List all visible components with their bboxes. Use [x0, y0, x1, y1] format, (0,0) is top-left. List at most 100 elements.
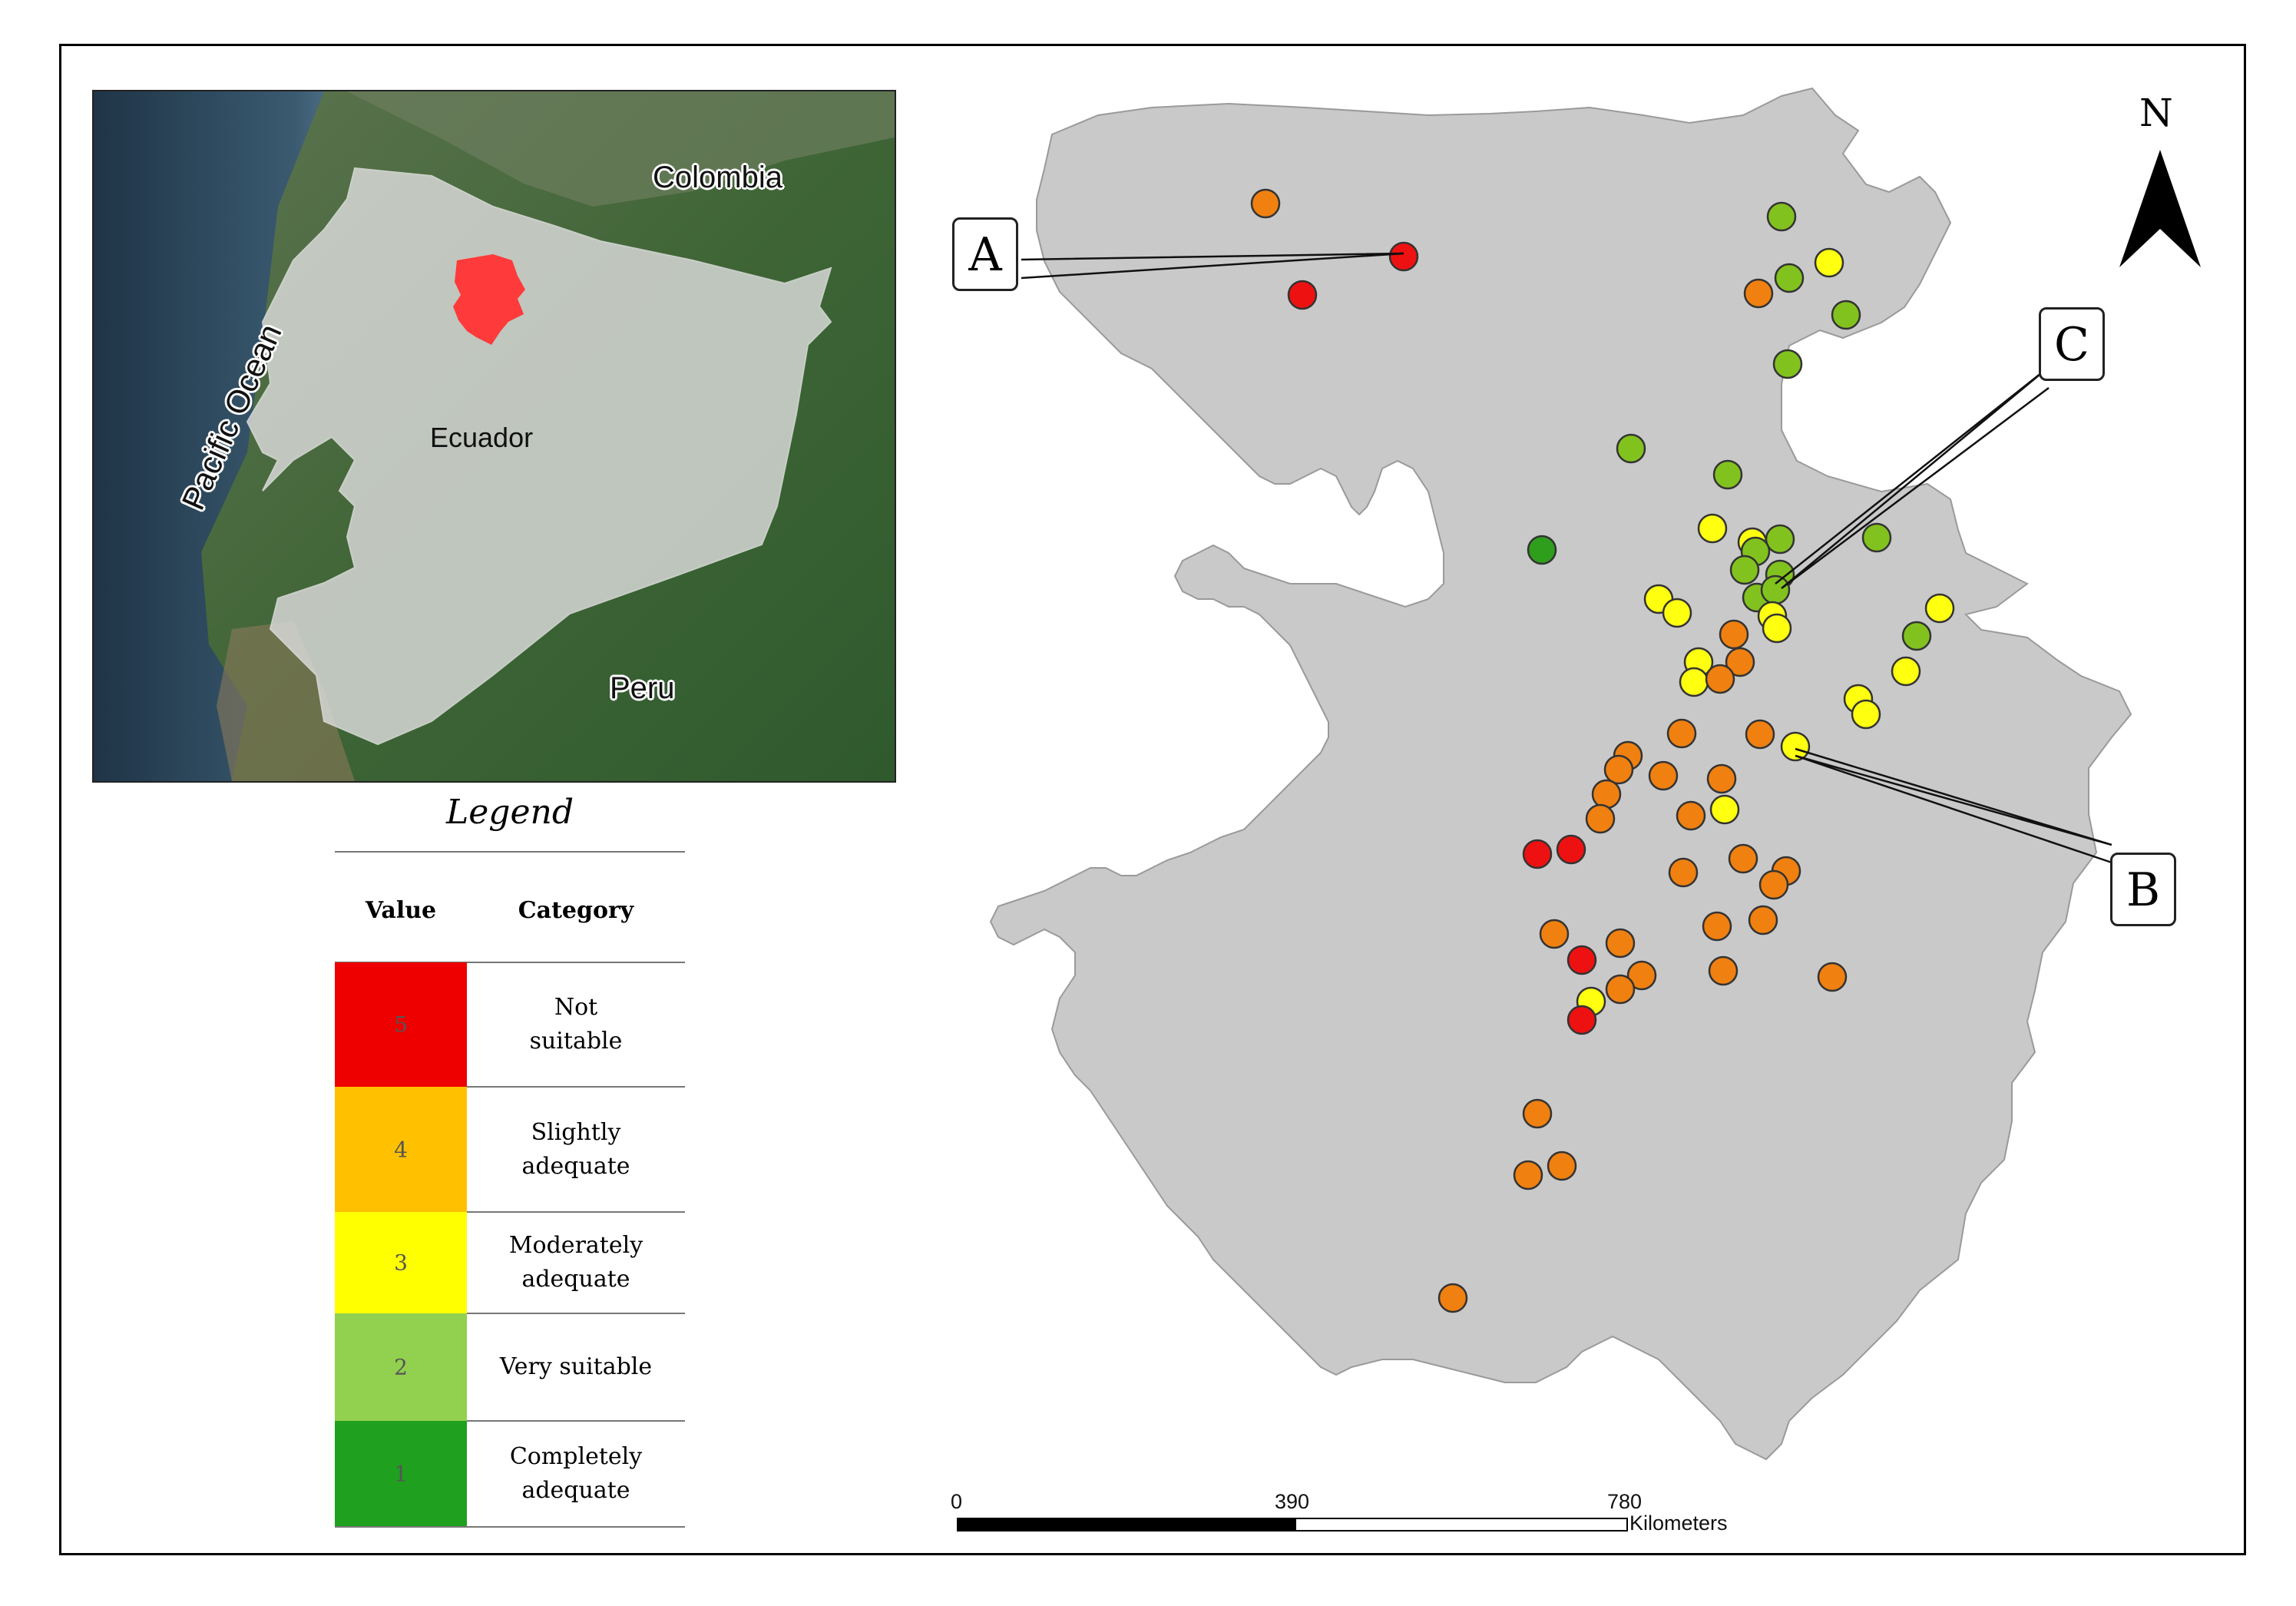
legend-category: Very suitable [499, 1353, 653, 1380]
suitability-point [1679, 667, 1709, 697]
suitability-point [1388, 241, 1419, 272]
suitability-point [1743, 278, 1774, 309]
suitability-point [1605, 974, 1636, 1005]
inset-map: Colombia Ecuador Peru Pacific Ocean [92, 90, 896, 783]
leader-b [1795, 747, 2112, 864]
peru-label: Peru [610, 671, 675, 705]
north-arrow-icon [2119, 150, 2201, 267]
scale-tick-0: 0 [951, 1490, 963, 1513]
suitability-point [1706, 763, 1737, 794]
suitability-point [1765, 524, 1795, 555]
suitability-point [1729, 555, 1760, 585]
callout-c: C [2039, 307, 2105, 381]
legend-swatch [335, 1087, 467, 1212]
suitability-point [1697, 513, 1728, 544]
suitability-point [1728, 843, 1758, 874]
legend-row-rule [467, 1420, 685, 1422]
suitability-point [1901, 621, 1932, 651]
suitability-point [1772, 349, 1803, 379]
suitability-point [1712, 459, 1743, 490]
legend-row: 3 Moderately adequate [335, 1212, 685, 1314]
legend-top-rule [335, 851, 685, 853]
suitability-point [1556, 834, 1586, 865]
legend-category: Moderately adequate [508, 1232, 643, 1293]
legend-title: Legend [446, 793, 574, 832]
suitability-point [1780, 731, 1811, 762]
suitability-point [1774, 263, 1805, 293]
suitability-point [1758, 869, 1789, 900]
map-frame [59, 44, 2246, 1555]
scale-bar-light-segment [1295, 1518, 1628, 1531]
suitability-point [1662, 598, 1692, 628]
suitability-point [1522, 1098, 1553, 1129]
suitability-point [1547, 1151, 1577, 1181]
legend-row: 2 Very suitable [335, 1313, 685, 1422]
scale-tick-780: 780 [1607, 1490, 1643, 1513]
legend-row: 5 Not suitable [335, 962, 685, 1088]
suitability-point [1725, 647, 1755, 677]
suitability-point [1719, 619, 1749, 650]
legend-bottom-rule [335, 1526, 685, 1528]
suitability-point [1648, 760, 1679, 791]
legend-swatch [335, 962, 467, 1087]
scale-bar [957, 1518, 1628, 1531]
suitability-point [1766, 201, 1797, 232]
legend-header-rule [335, 962, 685, 963]
legend-category: Slightly adequate [521, 1118, 630, 1180]
leader-c [1775, 366, 2050, 589]
inset-map-graphic [94, 91, 895, 781]
study-area-highlight [453, 254, 525, 345]
suitability-point [1814, 247, 1844, 278]
suitability-point [1522, 839, 1553, 869]
colombia-label: Colombia [653, 161, 782, 194]
suitability-point [1831, 300, 1861, 330]
legend-row: 1 Completely adequate [335, 1421, 685, 1526]
peru-coast [217, 621, 355, 781]
legend-value: 1 [394, 1461, 408, 1486]
suitability-point [1709, 794, 1740, 825]
legend-value: 5 [394, 1012, 408, 1038]
suitability-point [1676, 800, 1706, 831]
legend-swatch [335, 1212, 467, 1313]
leader-a [1021, 252, 1404, 280]
suitability-point [1527, 535, 1557, 565]
suitability-point [1924, 593, 1955, 624]
suitability-point [1817, 962, 1848, 992]
suitability-points [1250, 188, 1955, 1313]
scale-unit: Kilometers [1629, 1512, 1728, 1535]
ecuador-label: Ecuador [430, 422, 534, 453]
legend-row-rule [467, 1211, 685, 1213]
suitability-point [1708, 955, 1739, 986]
suitability-point [1437, 1283, 1468, 1313]
legend-row: 4 Slightly adequate [335, 1087, 685, 1213]
callout-b: B [2110, 853, 2176, 926]
legend-header-category: Category [518, 897, 634, 924]
suitability-point [1626, 960, 1657, 991]
suitability-point [1745, 719, 1775, 750]
suitability-point [1666, 718, 1697, 749]
study-area-polygon [989, 87, 2132, 1461]
suitability-point [1705, 664, 1735, 694]
suitability-point [1702, 911, 1732, 942]
suitability-point [1616, 433, 1646, 464]
suitability-point [1861, 522, 1892, 553]
scale-bar-outline [957, 1518, 1628, 1531]
legend-row-rule [467, 1313, 685, 1314]
suitability-point [1539, 919, 1570, 949]
legend-swatch [335, 1421, 467, 1526]
suitability-point [1762, 613, 1792, 644]
legend-category: Completely adequate [509, 1442, 643, 1504]
suitability-point [1748, 905, 1778, 935]
ecuador-outline [246, 167, 832, 746]
colombia-highlands [347, 91, 895, 207]
legend-value: 4 [394, 1137, 408, 1162]
callout-a: A [952, 217, 1018, 291]
suitability-point [1668, 857, 1699, 888]
scale-bar-dark-segment [958, 1518, 1295, 1531]
legend-header-value: Value [365, 897, 437, 924]
suitability-point [1513, 1160, 1543, 1190]
leader-lines [1021, 252, 2112, 864]
legend-value: 3 [394, 1250, 408, 1276]
suitability-point [1851, 699, 1881, 730]
